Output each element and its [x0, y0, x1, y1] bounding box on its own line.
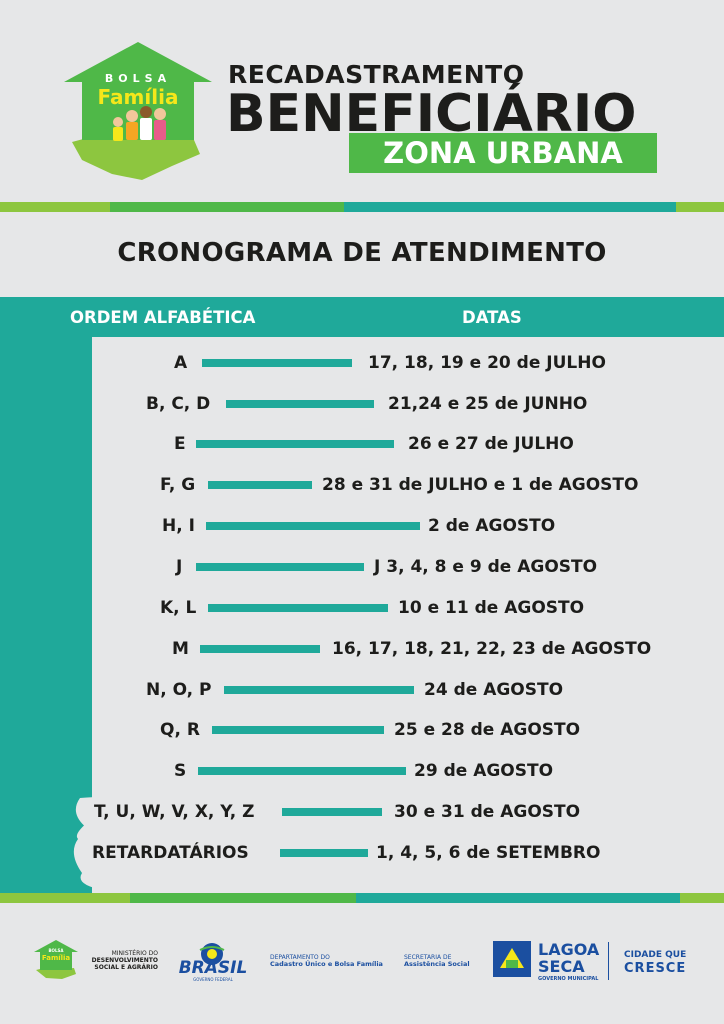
row-date: 28 e 31 de JULHO e 1 de AGOSTO — [322, 475, 639, 495]
row-date: 29 de AGOSTO — [414, 761, 554, 781]
svg-text:BRASIL: BRASIL — [179, 958, 248, 978]
row-letters: A — [174, 353, 188, 373]
schedule-row: Q, R 25 e 28 de AGOSTO — [0, 718, 724, 742]
row-connector-bar — [224, 686, 414, 694]
column-header-order: ORDEM ALFABÉTICA — [70, 308, 256, 327]
divider-stripe-top — [0, 202, 724, 212]
title-recadastramento: RECADASTRAMENTO — [228, 60, 525, 89]
schedule-row: N, O, P 24 de AGOSTO — [0, 678, 724, 702]
schedule-side-band — [0, 297, 92, 893]
row-connector-bar — [208, 481, 312, 489]
row-date: 26 e 27 de JULHO — [408, 434, 574, 454]
footer-secretariat: SECRETARIA DE Assistência Social — [404, 954, 470, 968]
footer-divider — [608, 942, 609, 980]
row-date: 1, 4, 5, 6 de SETEMBRO — [376, 843, 601, 863]
row-connector-bar — [212, 726, 384, 734]
row-letters: S — [174, 761, 187, 781]
schedule-row: M 16, 17, 18, 21, 22, 23 de AGOSTO — [0, 637, 724, 661]
row-date: 30 e 31 de AGOSTO — [394, 802, 581, 822]
schedule-title: CRONOGRAMA DE ATENDIMENTO — [117, 238, 607, 268]
schedule-row: B, C, D 21,24 e 25 de JUNHO — [0, 392, 724, 416]
svg-text:Família: Família — [42, 954, 71, 962]
row-letters: RETARDATÁRIOS — [92, 843, 249, 863]
row-date: J 3, 4, 8 e 9 de AGOSTO — [374, 557, 598, 577]
row-letters: E — [174, 434, 186, 454]
schedule-row: J J 3, 4, 8 e 9 de AGOSTO — [0, 555, 724, 579]
schedule-row: RETARDATÁRIOS 1, 4, 5, 6 de SETEMBRO — [0, 841, 724, 865]
row-letters: H, I — [162, 516, 195, 536]
row-date: 10 e 11 de AGOSTO — [398, 598, 585, 618]
row-letters: M — [172, 639, 189, 659]
schedule-row: H, I 2 de AGOSTO — [0, 514, 724, 538]
schedule-row: K, L 10 e 11 de AGOSTO — [0, 596, 724, 620]
footer-department: DEPARTAMENTO DO Cadastro Único e Bolsa F… — [270, 954, 383, 968]
row-connector-bar — [208, 604, 388, 612]
svg-text:BOLSA: BOLSA — [49, 948, 65, 953]
svg-text:BOLSA: BOLSA — [105, 72, 171, 85]
schedule-header-bar — [0, 297, 724, 337]
row-letters: F, G — [160, 475, 196, 495]
row-letters: Q, R — [160, 720, 200, 740]
row-date: 25 e 28 de AGOSTO — [394, 720, 581, 740]
lagoa-seca-crest-icon — [493, 941, 531, 977]
schedule-row: S 29 de AGOSTO — [0, 759, 724, 783]
footer-brasil-logo: BRASIL GOVERNO FEDERAL — [179, 943, 248, 982]
row-connector-bar — [280, 849, 368, 857]
row-connector-bar — [196, 440, 394, 448]
schedule-wave-edge — [73, 337, 724, 893]
schedule-row: A 17, 18, 19 e 20 de JULHO — [0, 351, 724, 375]
row-letters: B, C, D — [146, 394, 211, 414]
svg-text:Família: Família — [98, 85, 179, 109]
footer-slogan: CIDADE QUE CRESCE — [624, 950, 687, 976]
svg-text:GOVERNO FEDERAL: GOVERNO FEDERAL — [193, 977, 233, 982]
title-zona-urbana: ZONA URBANA — [349, 133, 657, 173]
divider-stripe-bottom — [0, 893, 724, 903]
schedule-row: T, U, W, V, X, Y, Z 30 e 31 de AGOSTO — [0, 800, 724, 824]
row-connector-bar — [202, 359, 352, 367]
column-header-dates: DATAS — [462, 308, 522, 327]
row-connector-bar — [198, 767, 406, 775]
row-date: 24 de AGOSTO — [424, 680, 564, 700]
row-date: 2 de AGOSTO — [428, 516, 556, 536]
row-letters: K, L — [160, 598, 197, 618]
header: BOLSA Família RECADASTRAMENTO BENEFICIÁR… — [0, 0, 724, 200]
footer-lagoa-seca: LAGOA SECA GOVERNO MUNICIPAL — [538, 940, 600, 982]
bolsa-familia-logo: BOLSA Família — [64, 42, 212, 180]
footer-bolsa-familia-logo: BOLSA Família — [34, 940, 78, 979]
row-connector-bar — [200, 645, 320, 653]
row-letters: J — [176, 557, 183, 577]
row-connector-bar — [196, 563, 364, 571]
row-date: 16, 17, 18, 21, 22, 23 de AGOSTO — [332, 639, 652, 659]
footer-logos: BOLSA Família MINISTÉRIO DO DESENVOLVIME… — [0, 930, 724, 1000]
row-connector-bar — [282, 808, 382, 816]
schedule-row: E 26 e 27 de JULHO — [0, 432, 724, 456]
row-date: 17, 18, 19 e 20 de JULHO — [368, 353, 606, 373]
row-connector-bar — [226, 400, 374, 408]
row-connector-bar — [206, 522, 420, 530]
row-letters: T, U, W, V, X, Y, Z — [94, 802, 255, 822]
footer-ministry: MINISTÉRIO DO DESENVOLVIMENTO SOCIAL E A… — [91, 950, 158, 971]
row-letters: N, O, P — [146, 680, 212, 700]
row-date: 21,24 e 25 de JUNHO — [388, 394, 588, 414]
schedule-row: F, G 28 e 31 de JULHO e 1 de AGOSTO — [0, 473, 724, 497]
